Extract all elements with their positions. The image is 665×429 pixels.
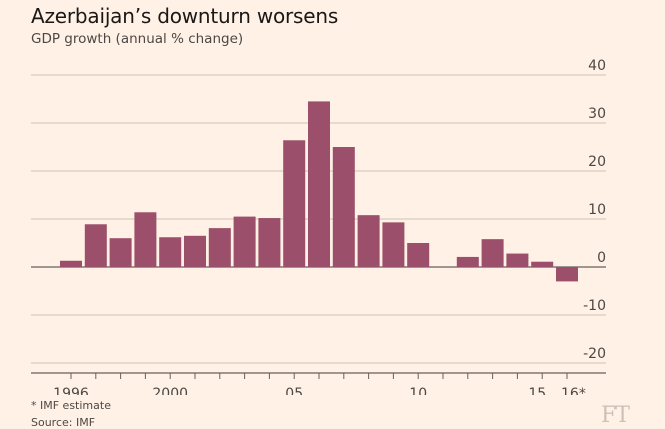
bar-2016 (556, 267, 578, 282)
y-tick-label: 0 (597, 250, 606, 266)
bar-2010 (407, 243, 430, 267)
source-note: Source: IMF (31, 416, 96, 429)
y-tick-label: 20 (588, 154, 606, 170)
bar-2009 (382, 222, 405, 267)
bar-1999 (134, 212, 157, 267)
x-tick-label: 15 (528, 386, 546, 395)
x-tick-label: 05 (285, 386, 303, 395)
x-tick-label: 16* (561, 386, 586, 395)
x-tick-label: 10 (409, 386, 427, 395)
bar-1998 (109, 238, 132, 267)
bars (60, 101, 578, 282)
y-tick-label: -20 (583, 346, 606, 362)
bar-2013 (481, 239, 504, 267)
bar-2003 (233, 216, 256, 267)
bar-2001 (184, 235, 206, 267)
bar-2002 (208, 228, 231, 267)
y-tick-label: -10 (583, 298, 606, 314)
axes: 40 30 20 10 0 -10 -20 1996 2000 05 10 15 16* (31, 58, 606, 395)
footnote: * IMF estimate (31, 399, 111, 412)
bar-1996 (60, 260, 82, 267)
x-tick-label: 2000 (152, 386, 188, 395)
bar-2014 (506, 253, 529, 267)
y-tick-label: 40 (588, 58, 606, 74)
chart-title: Azerbaijan’s downturn worsens (31, 4, 339, 28)
ft-logo: FT (601, 403, 630, 428)
bar-2012 (456, 256, 479, 267)
bar-2007 (332, 147, 355, 267)
bar-2005 (283, 140, 306, 267)
bar-1997 (84, 224, 107, 267)
chart-subtitle: GDP growth (annual % change) (31, 31, 244, 47)
y-tick-label: 10 (588, 202, 606, 218)
bar-2006 (308, 101, 330, 268)
bar-2008 (357, 215, 380, 267)
bar-2000 (159, 237, 182, 267)
y-tick-label: 30 (588, 106, 606, 122)
x-tick-label: 1996 (53, 386, 89, 395)
bar-2004 (258, 218, 281, 267)
gdp-growth-bar-chart: 40 30 20 10 0 -10 -20 1996 2000 05 10 15 16* (31, 58, 606, 395)
bar-2015 (531, 261, 554, 267)
